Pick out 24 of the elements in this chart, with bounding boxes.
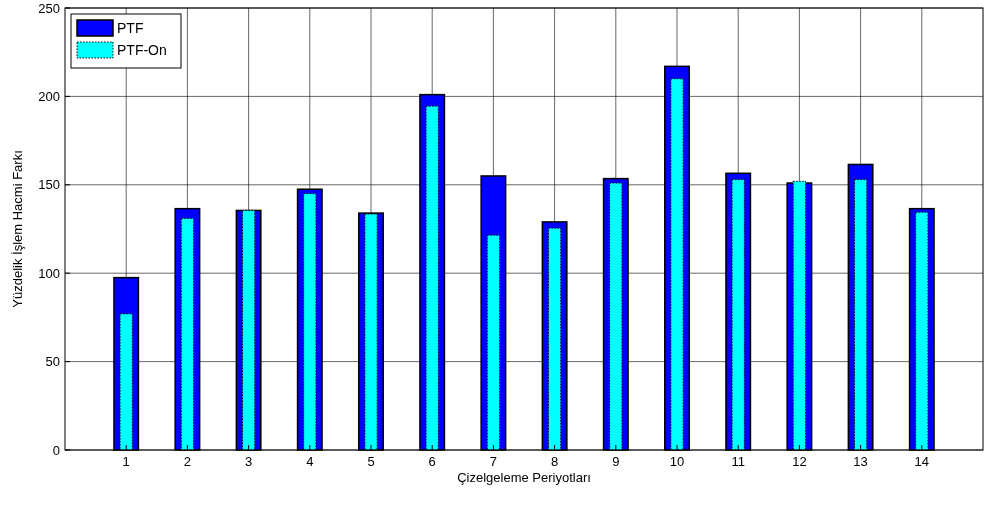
- y-tick-label: 0: [52, 442, 60, 458]
- x-tick-label: 3: [244, 454, 253, 469]
- x-tick-label: 1: [122, 454, 130, 469]
- x-tick-label: 6: [428, 454, 436, 469]
- y-tick-label: 150: [38, 177, 60, 193]
- y-tick-label: 100: [38, 265, 60, 281]
- x-tick-label: 10: [669, 454, 685, 469]
- x-tick-label: 11: [731, 454, 745, 469]
- legend-label: PTF: [117, 19, 144, 36]
- x-tick-label: 14: [914, 454, 930, 469]
- x-tick-label: 9: [612, 454, 620, 469]
- y-tick-label: 200: [38, 88, 60, 104]
- x-tick-label: 4: [306, 454, 314, 469]
- legend-label: PTF-On: [117, 41, 167, 58]
- x-tick-label: 2: [183, 454, 192, 469]
- y-axis-title: Yüzdelik İşlem Hacmi Farkı: [10, 150, 25, 308]
- x-tick-label: 8: [550, 454, 559, 469]
- x-tick-label: 13: [853, 454, 868, 469]
- x-axis-title: Çizelgeleme Periyotları: [457, 470, 591, 485]
- x-tick-label: 7: [489, 454, 498, 469]
- y-tick-label: 50: [45, 354, 60, 370]
- x-tick-label: 5: [367, 454, 375, 469]
- y-tick-label: 250: [38, 0, 60, 16]
- x-tick-label: 12: [792, 454, 807, 469]
